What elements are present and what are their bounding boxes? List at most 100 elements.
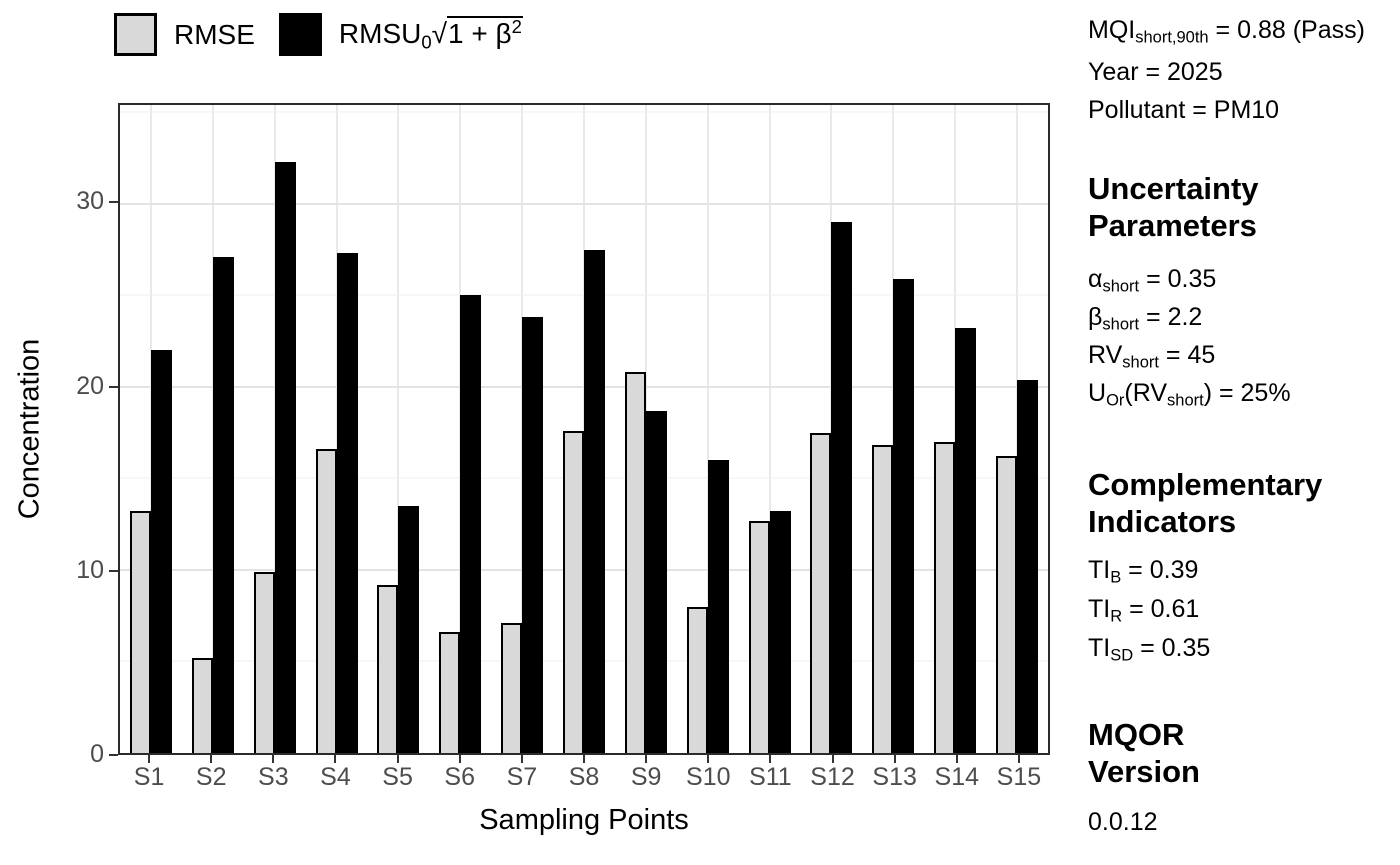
bar-rmsu-S11 — [769, 511, 791, 753]
bar-group-S10 — [677, 105, 739, 753]
x-tick-mark-S14 — [955, 755, 958, 763]
bar-group-S2 — [182, 105, 244, 753]
bar-rmsu-S6 — [460, 295, 482, 753]
legend-swatch-rmsu — [278, 13, 322, 56]
bar-group-S4 — [306, 105, 368, 753]
mqor-version-value: 0.0.12 — [1088, 808, 1158, 836]
x-tick-label-S13: S13 — [872, 763, 917, 791]
gridline-x-S11 — [768, 105, 771, 753]
legend-label-rmsu-formula: RMSU0√1 + β2 — [338, 15, 523, 53]
bar-group-S11 — [739, 105, 801, 753]
x-tick-mark-S5 — [396, 755, 399, 763]
complementary-indicators-header: Complementary Indicators — [1088, 467, 1323, 539]
bar-group-S8 — [553, 105, 615, 753]
uncertainty-parameters-header: Uncertainty Parameters — [1088, 171, 1259, 243]
gridline-y-minor-35 — [120, 111, 1048, 113]
bar-rmse-S4 — [315, 449, 337, 753]
x-tick-label-S5: S5 — [382, 763, 413, 791]
bar-rmsu-S12 — [831, 222, 853, 753]
bar-rmsu-S15 — [1017, 379, 1039, 753]
y-tick-mark-10 — [109, 569, 118, 572]
bar-rmse-S11 — [748, 520, 770, 753]
x-tick-mark-S11 — [769, 755, 772, 763]
bar-rmsu-S5 — [398, 505, 420, 753]
bar-rmse-S15 — [996, 456, 1018, 753]
x-tick-label-S4: S4 — [320, 763, 351, 791]
x-tick-mark-S7 — [520, 755, 523, 763]
x-tick-mark-S1 — [148, 755, 151, 763]
gridline-y-30 — [120, 202, 1048, 205]
bar-rmsu-S14 — [955, 328, 977, 753]
bar-group-S12 — [801, 105, 863, 753]
rv-short-line: RVshort = 45 — [1088, 341, 1216, 372]
year-line: Year = 2025 — [1088, 58, 1223, 86]
bar-group-S9 — [615, 105, 677, 753]
alpha-short-line: αshort = 0.35 — [1088, 265, 1217, 296]
y-tick-mark-0 — [109, 754, 118, 756]
ti-b-line: TIB = 0.39 — [1088, 556, 1199, 587]
x-tick-label-S6: S6 — [444, 763, 476, 791]
bar-group-S14 — [924, 105, 986, 753]
bar-rmse-S7 — [501, 623, 523, 753]
legend-swatch-rmse — [114, 13, 157, 56]
bar-rmse-S5 — [377, 584, 399, 753]
bar-rmse-S12 — [810, 432, 832, 753]
x-tick-mark-S2 — [210, 755, 213, 763]
x-tick-label-S2: S2 — [195, 763, 227, 791]
bar-rmsu-S10 — [707, 460, 729, 753]
bar-rmse-S13 — [872, 445, 894, 753]
y-tick-label-10: 10 — [76, 555, 104, 584]
uor-rv-short-line: UOr(RVshort) = 25% — [1088, 379, 1291, 410]
pollutant-line: Pollutant = PM10 — [1088, 96, 1280, 124]
y-tick-label-0: 0 — [90, 739, 104, 768]
bar-group-S1 — [120, 105, 182, 753]
x-tick-mark-S12 — [831, 755, 834, 763]
mqor-version-header: MQOR Version — [1088, 717, 1200, 789]
bar-rmse-S1 — [129, 511, 151, 753]
bar-group-S7 — [491, 105, 553, 753]
y-tick-label-30: 30 — [76, 187, 104, 216]
bar-rmsu-S9 — [645, 410, 667, 753]
bar-rmsu-S3 — [274, 161, 296, 753]
legend-label-rmse: RMSE — [174, 18, 255, 50]
x-tick-label-S10: S10 — [686, 763, 731, 791]
x-tick-label-S8: S8 — [568, 763, 600, 791]
y-tick-mark-30 — [109, 201, 118, 204]
x-tick-mark-S10 — [707, 755, 710, 763]
bar-group-S6 — [429, 105, 491, 753]
gridline-x-S10 — [706, 105, 709, 753]
x-tick-label-S7: S7 — [506, 763, 538, 791]
bar-rmse-S9 — [624, 372, 646, 753]
mqi-summary-line: MQIshort,90th = 0.88 (Pass) — [1088, 16, 1365, 47]
legend: RMSE RMSU0√1 + β2 — [114, 13, 523, 56]
x-tick-mark-S8 — [583, 755, 585, 763]
bar-rmse-S10 — [686, 606, 708, 753]
bar-rmsu-S7 — [522, 317, 544, 753]
x-tick-label-S1: S1 — [133, 763, 165, 791]
bar-rmsu-S8 — [583, 249, 605, 753]
x-tick-mark-S13 — [893, 755, 896, 763]
y-axis-title: Concentration — [13, 338, 46, 520]
legend-item-rmsu: RMSU0√1 + β2 — [278, 13, 523, 56]
gridline-x-S5 — [397, 105, 400, 753]
x-tick-label-S15: S15 — [996, 763, 1042, 791]
bar-rmse-S3 — [253, 571, 275, 753]
ti-sd-line: TISD = 0.35 — [1088, 634, 1211, 665]
x-tick-label-S12: S12 — [810, 763, 855, 791]
x-tick-mark-S4 — [334, 755, 337, 763]
beta-short-line: βshort = 2.2 — [1088, 303, 1203, 334]
x-tick-label-S14: S14 — [934, 763, 980, 791]
ti-r-line: TIR = 0.61 — [1088, 595, 1200, 626]
bar-rmse-S8 — [562, 430, 584, 753]
bar-rmse-S14 — [934, 441, 956, 753]
x-tick-mark-S9 — [645, 755, 648, 763]
y-tick-mark-20 — [109, 385, 118, 388]
x-tick-label-S9: S9 — [630, 763, 662, 791]
bar-group-S3 — [244, 105, 306, 753]
x-tick-label-S3: S3 — [258, 763, 289, 791]
bar-group-S5 — [367, 105, 429, 753]
chart-panel — [118, 103, 1050, 755]
x-tick-mark-S3 — [272, 755, 275, 763]
bar-rmse-S2 — [191, 657, 213, 753]
x-axis-title: Sampling Points — [479, 804, 689, 836]
